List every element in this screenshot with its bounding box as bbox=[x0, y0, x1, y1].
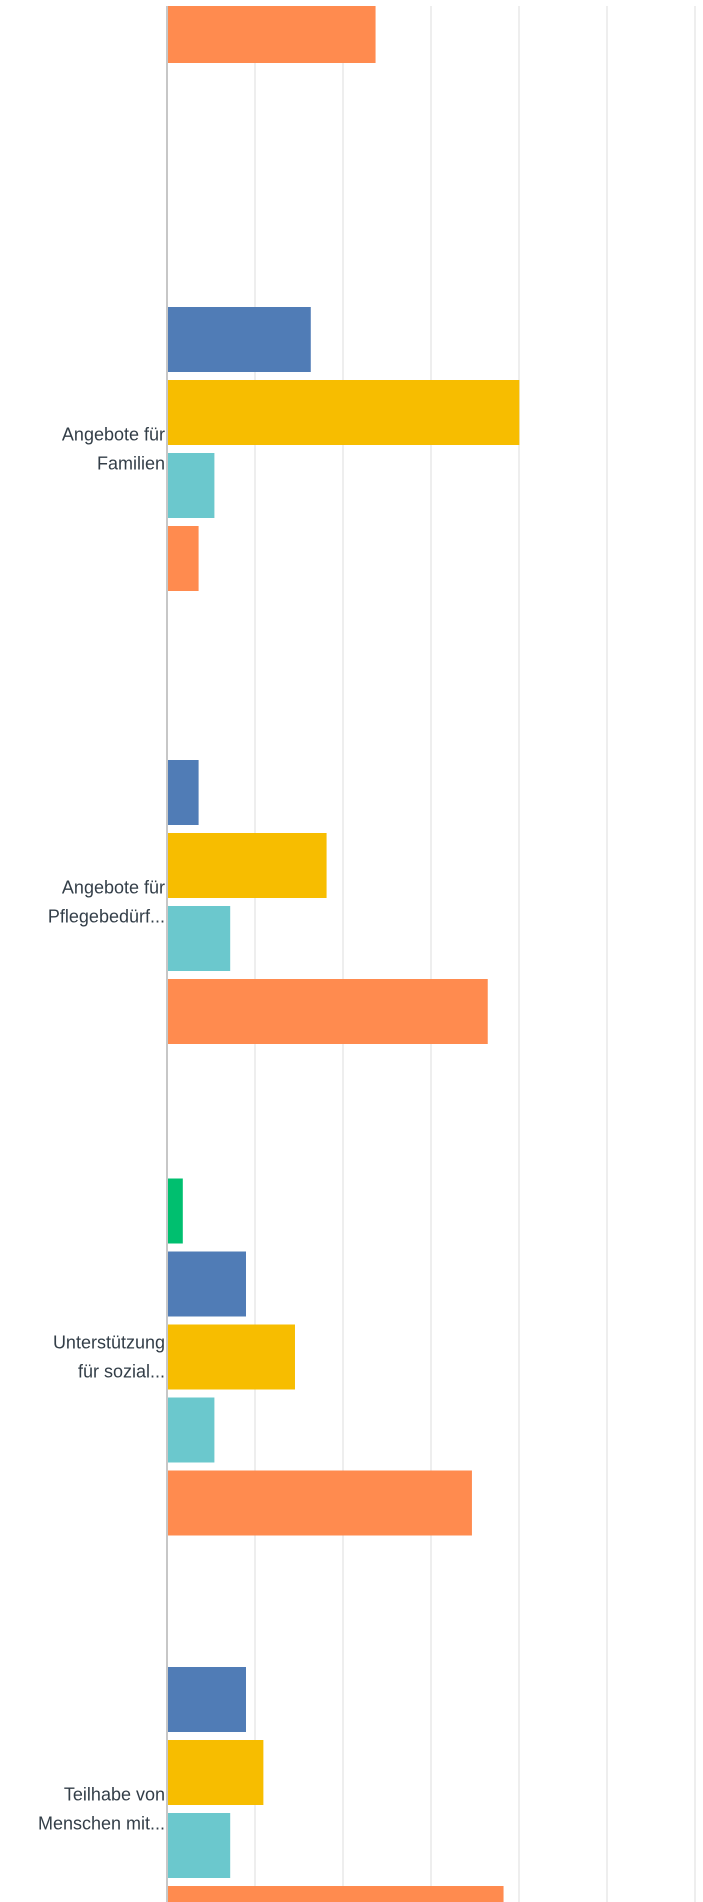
bar bbox=[167, 979, 488, 1044]
category-label: Unterstützung bbox=[53, 1333, 165, 1353]
bar-group bbox=[167, 6, 520, 1902]
category-labels: Angebote für Familien Angebote für Pflegebe… bbox=[38, 425, 165, 1834]
category-label: Familien bbox=[97, 454, 165, 474]
category-label: für sozial... bbox=[78, 1362, 165, 1382]
bar bbox=[167, 307, 311, 372]
bar bbox=[167, 906, 231, 971]
bar bbox=[167, 1251, 246, 1317]
category-label: Angebote für bbox=[62, 878, 165, 898]
bar bbox=[167, 1324, 295, 1390]
bar bbox=[167, 526, 199, 591]
bar bbox=[167, 1178, 183, 1244]
grid-lines bbox=[254, 6, 696, 1902]
bar bbox=[167, 1813, 231, 1878]
bar bbox=[167, 1667, 246, 1732]
bar bbox=[167, 1886, 504, 1902]
bar bbox=[167, 6, 376, 63]
category-label: Angebote für bbox=[62, 425, 165, 445]
category-label: Pflegebedürf... bbox=[48, 907, 165, 927]
bar bbox=[167, 760, 199, 825]
bar bbox=[167, 1397, 215, 1463]
category-label: Menschen mit... bbox=[38, 1814, 165, 1834]
bar bbox=[167, 453, 215, 518]
bar bbox=[167, 380, 520, 445]
bar bbox=[167, 833, 327, 898]
bar bbox=[167, 1740, 264, 1805]
bar bbox=[167, 1470, 472, 1536]
category-label: Teilhabe von bbox=[64, 1785, 165, 1805]
